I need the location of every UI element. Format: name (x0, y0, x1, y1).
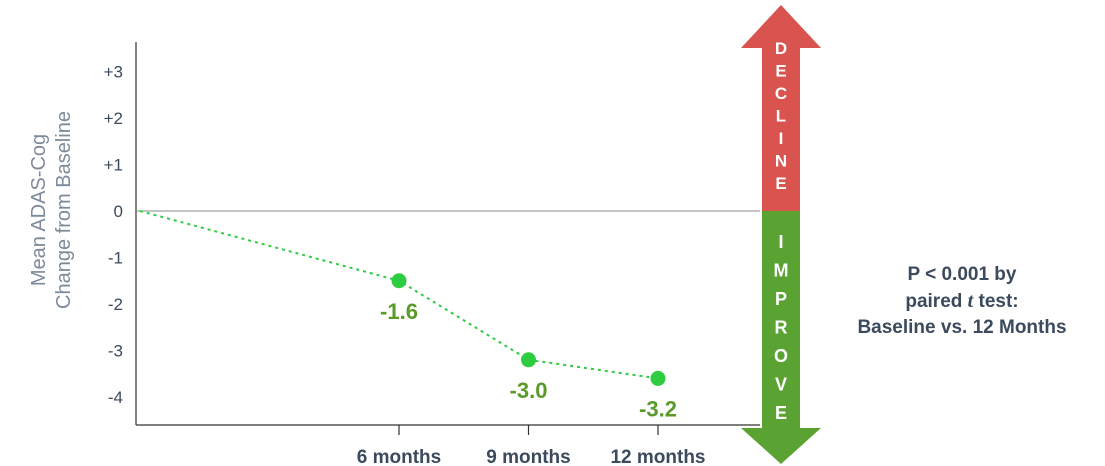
p-value-annotation: P < 0.001 by paired t test: Baseline vs.… (822, 262, 1102, 341)
data-point (650, 370, 666, 386)
data-labels: -1.6 -3.0 -3.2 (380, 299, 677, 422)
decline-letter: D (775, 39, 787, 58)
y-tick-label: +3 (104, 63, 123, 82)
p-value-line1: P < 0.001 by (907, 264, 1017, 285)
x-tick-label: 9 months (486, 447, 570, 466)
y-tick-label: -1 (108, 249, 123, 268)
improve-letter: I (778, 232, 783, 252)
p-value-line3: Baseline vs. 12 Months (857, 317, 1067, 338)
data-label: -1.6 (380, 299, 418, 324)
improve-letter: P (775, 289, 787, 309)
decline-letter: N (775, 152, 787, 171)
decline-letter: C (775, 84, 787, 103)
data-label: -3.2 (639, 396, 677, 421)
p-value-line2-post: test: (973, 291, 1019, 312)
y-tick-label: 0 (114, 202, 123, 221)
y-tick-label: +1 (104, 156, 123, 175)
y-ticks: +3 +2 +1 0 -1 -2 -3 -4 (104, 63, 123, 408)
x-ticks: 6 months 9 months 12 months (357, 425, 706, 466)
data-label: -3.0 (510, 378, 548, 403)
decline-letter: E (775, 62, 786, 81)
decline-arrow (741, 5, 821, 211)
data-point (521, 352, 536, 368)
y-tick-label: +2 (104, 109, 123, 128)
data-point (391, 273, 407, 289)
series-line (139, 210, 666, 386)
improve-letter: M (774, 261, 789, 281)
improve-letter: R (775, 318, 788, 338)
p-value-line2-pre: paired (905, 291, 968, 312)
y-axis-label: Mean ADAS-Cog Change from Baseline (12, 60, 92, 360)
series-path (139, 210, 659, 380)
x-tick-label: 12 months (610, 447, 705, 466)
p-value-line2-italic: t (967, 290, 974, 312)
axes (135, 42, 760, 426)
decline-letter: I (779, 129, 784, 148)
improve-letter: O (774, 346, 788, 366)
y-tick-label: -3 (108, 342, 123, 361)
y-tick-label: -2 (108, 295, 123, 314)
improve-letter: E (775, 403, 787, 423)
improve-arrow (741, 211, 821, 464)
y-axis-label-line1: Mean ADAS-Cog (28, 133, 50, 287)
p-value-line2: paired t test: (822, 288, 1102, 315)
improve-letter: V (775, 375, 787, 395)
decline-letter: E (775, 174, 786, 193)
decline-letter: L (776, 107, 786, 126)
y-tick-label: -4 (108, 388, 123, 407)
x-tick-label: 6 months (357, 447, 441, 466)
y-axis-label-line2: Change from Baseline (53, 111, 75, 309)
